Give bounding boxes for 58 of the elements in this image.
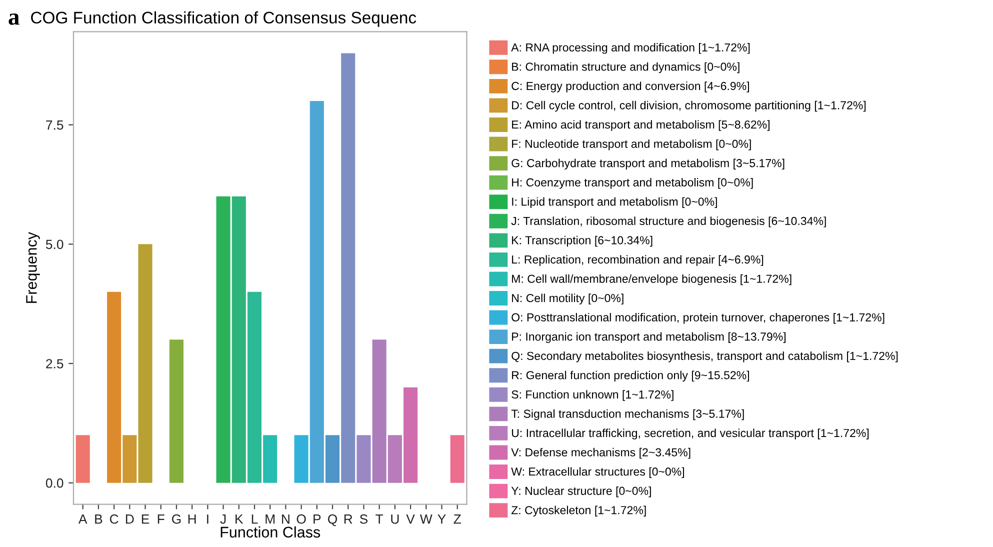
legend-label: G: Carbohydrate transport and metabolism [3~5.17%]	[512, 158, 784, 170]
legend-label: I: Lipid transport and metabolism [0~0%]	[512, 197, 717, 208]
y-tick-label: 5.0	[46, 240, 64, 250]
x-tick-label: J	[220, 514, 226, 524]
legend-label: B: Chromatin structure and dynamics [0~0%]	[512, 62, 740, 74]
x-tick-label: H	[188, 514, 196, 524]
legend-label: L: Replication, recombination and repair [4~6.9%]	[512, 255, 764, 266]
x-tick-label: F	[158, 514, 164, 524]
legend-label: V: Defense mechanisms [2~3.45%]	[511, 448, 690, 459]
x-tick-label: B	[95, 514, 102, 524]
legend-label: D: Cell cycle control, cell division, chromosome partitioning [1~1.72%]	[512, 100, 866, 112]
y-tick-label: 2.5	[46, 359, 64, 368]
x-tick-label: Q	[328, 514, 338, 526]
x-tick-label: W	[420, 514, 432, 524]
x-tick-label: A	[78, 514, 88, 524]
x-tick-label: N	[282, 514, 290, 524]
legend-label: S: Function unknown [1~1.72%]	[512, 390, 674, 401]
y-tick-label: 0.0	[46, 478, 64, 488]
x-tick-label: O	[296, 514, 306, 524]
x-tick-label: D	[126, 514, 134, 524]
legend-label: U: Intracellular trafficking, secretion, and vesicular transport [1~1.72%]	[512, 428, 869, 440]
legend-label: J: Translation, ribosomal structure and biogenesis [6~10.34%]	[511, 216, 826, 228]
legend-label: W: Extracellular structures [0~0%]	[511, 467, 684, 478]
x-tick-label: Z	[454, 514, 461, 524]
x-axis-title: Function Class	[220, 526, 320, 538]
legend-label: M: Cell wall/membrane/envelope biogenesis [1~1.72%]	[512, 274, 792, 286]
legend-label: O: Posttranslational modification, protein turnover, chaperones [1~1.72%]	[512, 312, 884, 324]
legend-label: C: Energy production and conversion [4~6.9%]	[512, 82, 749, 92]
chart-title: COG Function Classification of Consensus Sequenc	[31, 11, 416, 27]
x-tick-label: L	[252, 514, 258, 524]
x-tick-label: I	[207, 514, 208, 524]
x-tick-label: C	[110, 514, 118, 524]
x-tick-label: M	[266, 514, 275, 524]
x-tick-label: E	[142, 514, 150, 524]
legend-label: Z: Cytoskeleton [1~1.72%]	[511, 506, 646, 517]
x-tick-label: G	[172, 514, 181, 524]
legend-label: A: RNA processing and modification [1~1.72%]	[511, 43, 750, 54]
legend-label: P: Inorganic ion transport and metabolism [8~13.79%]	[512, 332, 786, 343]
x-tick-label: Y	[438, 514, 446, 524]
x-tick-label: P	[314, 514, 321, 524]
legend-label: Y: Nuclear structure [0~0%]	[511, 486, 651, 498]
x-tick-label: S	[360, 514, 368, 524]
x-tick-label: T	[376, 514, 384, 524]
legend-label: H: Coenzyme transport and metabolism [0~0%]	[512, 178, 753, 189]
y-axis-title: Frequency	[26, 232, 40, 303]
x-tick-label: V	[406, 514, 415, 524]
y-tick-label: 7.5	[46, 120, 64, 130]
legend-label: R: General function prediction only [9~15.52%]	[512, 370, 749, 382]
legend-label: T: Signal transduction mechanisms [3~5.17%]	[511, 409, 744, 420]
legend-label: Q: Secondary metabolites biosynthesis, transport and catabolism [1~1.72%]	[512, 352, 898, 362]
legend-label: N: Cell motility [0~0%]	[512, 294, 624, 304]
legend-label: F: Nucleotide transport and metabolism [0~0%]	[512, 139, 751, 150]
x-tick-label: R	[344, 514, 352, 524]
text: a	[8, 14, 20, 25]
x-tick-label: U	[391, 514, 399, 524]
legend-label: K: Transcription [6~10.34%]	[512, 236, 652, 247]
x-tick-label: K	[236, 514, 244, 524]
legend-label: E: Amino acid transport and metabolism [5~8.62%]	[512, 120, 770, 131]
